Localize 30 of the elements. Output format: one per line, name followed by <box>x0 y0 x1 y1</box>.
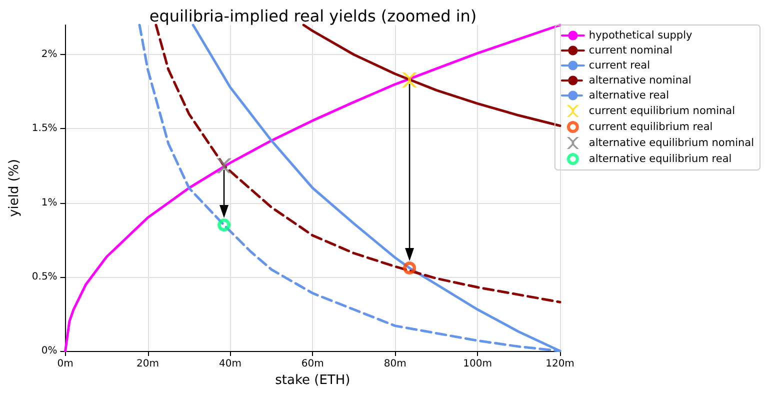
point <box>216 158 232 174</box>
x-tick-label: 80m <box>384 358 406 370</box>
point <box>403 262 416 275</box>
legend-label: current nominal <box>588 44 672 56</box>
y-tick-label: 2% <box>41 49 58 60</box>
x-tick-label: 40m <box>218 358 242 370</box>
x-tick-label: 0m <box>57 358 74 370</box>
line-series <box>154 24 562 304</box>
line-series <box>302 24 562 128</box>
legend-label: alternative nominal <box>588 74 692 86</box>
legend-label: current real <box>588 60 650 72</box>
legend-label: current equilibrium nominal <box>588 105 736 117</box>
chart-title: equilibria-implied real yields (zoomed in) <box>149 6 477 26</box>
legend-label: alternative equilibrium nominal <box>588 137 754 149</box>
y-tick-label: 1.5% <box>32 123 58 134</box>
y-tick-label: 1% <box>41 197 58 208</box>
y-axis-title: yield (%) <box>7 159 22 217</box>
point <box>402 72 418 88</box>
legend-label: alternative real <box>588 90 670 102</box>
x-axis-title: stake (ETH) <box>275 372 350 388</box>
legend-label: current equilibrium real <box>588 121 713 133</box>
legend-label: hypothetical supply <box>588 30 692 42</box>
x-tick-label: 100m <box>463 358 492 370</box>
y-tick-label: 0.5% <box>32 271 58 282</box>
x-tick-label: 120m <box>546 358 574 370</box>
x-tick-label: 60m <box>301 358 324 370</box>
legend-label: alternative equilibrium real <box>588 153 732 165</box>
point <box>218 218 231 232</box>
x-tick-label: 20m <box>136 358 159 370</box>
y-tick-label: 0% <box>41 346 58 356</box>
